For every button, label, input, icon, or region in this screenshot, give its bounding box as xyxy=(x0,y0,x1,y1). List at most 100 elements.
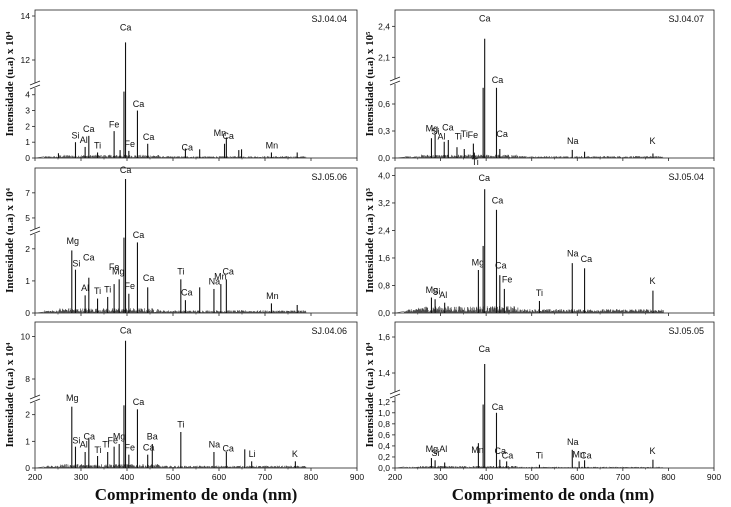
element-label: Ca xyxy=(495,446,507,456)
element-label: Ca xyxy=(143,273,155,283)
element-label: Si xyxy=(72,436,80,446)
panel-sj-04-06: 200 300 400 500 600 700 800 900 0 1 2 8 10 Intensidad… xyxy=(4,321,364,482)
element-label: Ca xyxy=(133,99,145,109)
x-tick-label: 500 xyxy=(166,472,180,482)
element-label: Ba xyxy=(147,432,158,442)
element-label: Mn xyxy=(471,445,484,455)
x-tick-label: 700 xyxy=(258,472,272,482)
element-label: Ca xyxy=(143,442,155,452)
element-label: Na xyxy=(567,249,579,259)
y-tick-label: 3,2 xyxy=(378,198,390,208)
element-label: Mg xyxy=(426,444,439,454)
axis-break-gap xyxy=(31,229,39,234)
y-tick-label: 2 xyxy=(25,244,30,254)
spectrum-baseline xyxy=(394,306,664,314)
x-tick-label: 300 xyxy=(74,472,88,482)
element-label: Al xyxy=(437,132,445,142)
y-tick-label: 3 xyxy=(25,106,30,116)
y-axis-title: Intensidade (u.a) x 10⁴ xyxy=(4,31,16,136)
y-axis-title: Intensidade (u.a) x 10⁴ xyxy=(364,342,376,447)
x-axis-title-left: Comprimento de onda (nm) xyxy=(95,485,298,504)
element-label: Ca xyxy=(492,195,504,205)
element-label: Ca xyxy=(581,254,593,264)
y-tick-label: 1 xyxy=(25,436,30,446)
element-label: Fe xyxy=(468,130,479,140)
x-tick-label: 300 xyxy=(433,472,447,482)
y-tick-label: 14 xyxy=(21,11,31,21)
element-label: Si xyxy=(72,259,80,269)
y-tick-label: 1,4 xyxy=(378,368,390,378)
x-tick-label: 600 xyxy=(212,472,226,482)
y-tick-label: 0,8 xyxy=(378,280,390,290)
x-axis-title-right: Comprimento de onda (nm) xyxy=(452,485,655,504)
x-tick-label: 200 xyxy=(28,472,42,482)
y-tick-label: 0 xyxy=(25,308,30,318)
panel-title: SJ.05.04 xyxy=(668,172,704,182)
element-label: Fe xyxy=(125,442,136,452)
y-tick-label: 7 xyxy=(25,188,30,198)
element-label: Si xyxy=(71,130,79,140)
x-tick-label: 700 xyxy=(616,472,630,482)
y-tick-label: 8 xyxy=(25,374,30,384)
y-tick-label: 0,0 xyxy=(378,463,390,473)
element-label: Mg xyxy=(66,393,79,403)
spectrum-baseline xyxy=(34,463,307,469)
element-label: Ti xyxy=(104,284,111,294)
element-label: Mn xyxy=(266,291,279,301)
element-label: Ti xyxy=(94,445,101,455)
y-tick-label: 0 xyxy=(25,153,30,163)
element-label: Mg xyxy=(426,124,439,134)
element-label: Ca xyxy=(84,432,96,442)
element-label: Ca xyxy=(133,230,145,240)
element-label: Ca xyxy=(120,23,132,33)
element-label: Ti xyxy=(102,440,109,450)
element-label: Na xyxy=(567,437,579,447)
element-label: Ca xyxy=(492,402,504,412)
y-tick-label: 0 xyxy=(25,463,30,473)
element-label: Ca xyxy=(502,450,514,460)
element-label: Mg xyxy=(112,267,125,277)
element-label: Ca xyxy=(181,288,193,298)
y-tick-label: 4,0 xyxy=(378,170,390,180)
element-label: Ca xyxy=(580,450,592,460)
spectrum-baseline xyxy=(34,308,307,314)
y-axis-title: Intensidade (u.a) x 10⁴ xyxy=(4,187,16,292)
panel-sj-05-06: 0 1 2 5 7 Intensidade (u.a) x 10⁴ SJ.05.06 Mg Si… xyxy=(4,165,358,318)
panel-title: SJ.05.05 xyxy=(668,326,704,336)
element-label: Ca xyxy=(143,132,155,142)
y-tick-label: 1,2 xyxy=(378,397,390,407)
y-tick-label: 12 xyxy=(21,55,31,65)
element-label: Ca xyxy=(222,267,234,277)
panel-title: SJ.04.07 xyxy=(668,14,704,24)
x-tick-label: 500 xyxy=(525,472,539,482)
x-tick-label: 600 xyxy=(570,472,584,482)
axis-break-mark xyxy=(389,76,401,82)
axis-break-gap xyxy=(31,397,39,402)
element-label: Al xyxy=(80,440,88,450)
element-label: K xyxy=(649,136,655,146)
axis-break-mark xyxy=(389,393,401,399)
axis-break-mark xyxy=(29,230,41,236)
axis-break-mark xyxy=(29,398,41,404)
spectrum-baseline xyxy=(34,154,307,159)
y-tick-label: 1,6 xyxy=(378,332,390,342)
element-label: Mn xyxy=(266,141,279,151)
element-label: Ti xyxy=(455,132,462,142)
element-label: Ca xyxy=(83,124,95,134)
x-tick-label: 900 xyxy=(707,472,721,482)
axis-break-gap xyxy=(31,83,39,88)
element-label: K xyxy=(292,449,298,459)
panel-title: SJ.05.06 xyxy=(311,172,347,182)
element-label: Mg xyxy=(66,236,79,246)
element-label: Ca xyxy=(492,75,504,85)
element-label: Ti xyxy=(536,288,543,298)
element-label: Ca xyxy=(133,397,145,407)
element-label: Ca xyxy=(479,344,491,354)
x-tick-label: 800 xyxy=(661,472,675,482)
y-tick-label: 0,3 xyxy=(378,126,390,136)
element-label: Mg xyxy=(426,285,439,295)
x-tick-label: 200 xyxy=(388,472,402,482)
element-label: Na xyxy=(209,440,221,450)
